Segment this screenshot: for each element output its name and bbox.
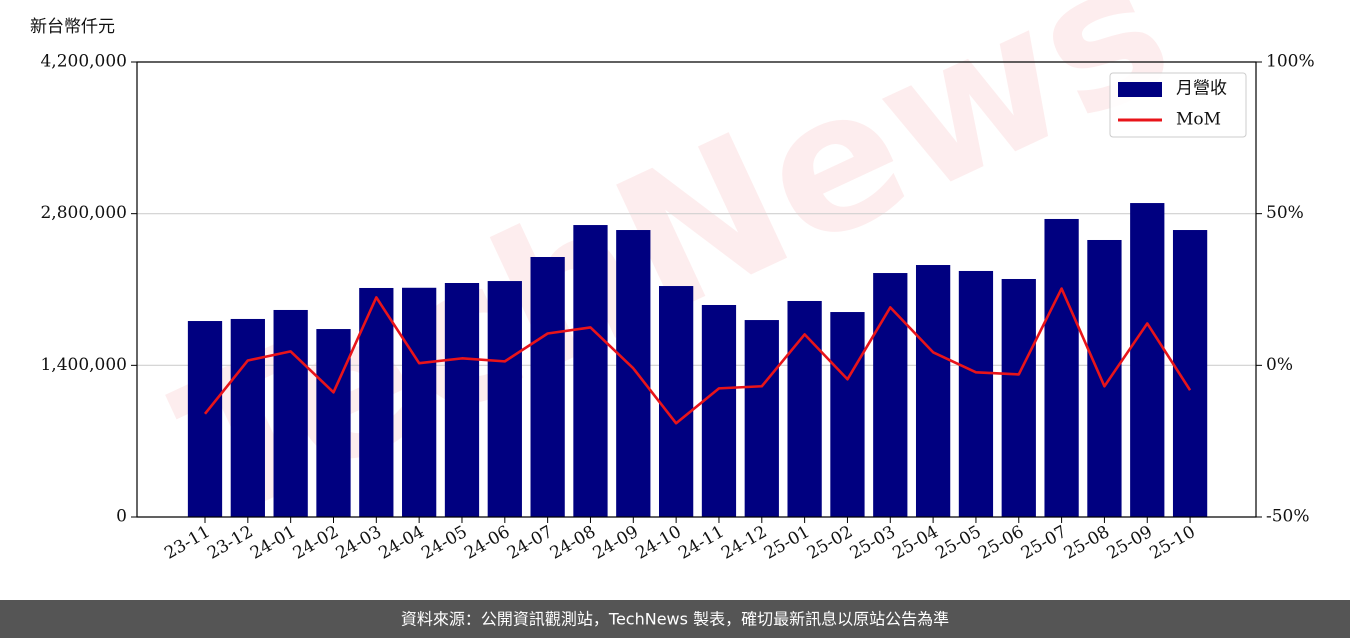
x-tick-label: 24-04 bbox=[375, 522, 427, 564]
bar bbox=[830, 312, 865, 517]
bar bbox=[744, 320, 779, 517]
bar bbox=[316, 329, 351, 517]
bar bbox=[187, 321, 223, 517]
legend-label: MoM bbox=[1176, 110, 1221, 130]
y-tick-label: 2,800,000 bbox=[40, 203, 127, 223]
bar bbox=[701, 304, 737, 517]
x-tick-label: 25-05 bbox=[932, 522, 984, 564]
x-tick-label: 24-11 bbox=[675, 522, 727, 564]
x-tick-label: 24-06 bbox=[461, 522, 513, 564]
y-axis-label: 新台幣仟元 bbox=[30, 17, 115, 37]
x-tick-label: 25-04 bbox=[889, 522, 941, 564]
x-tick-label: 23-11 bbox=[161, 522, 213, 564]
bar bbox=[658, 286, 694, 517]
footer-bar bbox=[0, 600, 1350, 638]
bar bbox=[616, 230, 651, 517]
bar bbox=[273, 309, 308, 517]
x-tick-label: 25-01 bbox=[761, 522, 813, 564]
y-tick-label: 1,400,000 bbox=[40, 355, 127, 375]
plot-frame bbox=[136, 61, 1257, 518]
x-tick-label: 25-10 bbox=[1146, 522, 1198, 564]
bar bbox=[787, 300, 822, 517]
x-tick-label: 24-10 bbox=[632, 522, 684, 564]
x-tick-label: 25-06 bbox=[975, 522, 1027, 564]
bar bbox=[915, 265, 951, 517]
y2-tick-label: -50% bbox=[1266, 507, 1310, 527]
bar bbox=[1001, 278, 1036, 517]
x-tick-label: 25-08 bbox=[1061, 522, 1113, 564]
x-tick-label: 24-08 bbox=[547, 522, 599, 564]
bar bbox=[530, 257, 565, 517]
x-tick-label: 25-07 bbox=[1018, 522, 1070, 564]
x-tick-label: 24-03 bbox=[333, 522, 385, 564]
bar bbox=[1087, 239, 1122, 517]
bar bbox=[573, 225, 608, 517]
x-tick-label: 24-12 bbox=[718, 522, 770, 564]
x-tick-label: 25-09 bbox=[1104, 522, 1156, 564]
legend-label: 月營收 bbox=[1176, 79, 1227, 99]
x-tick-label: 25-03 bbox=[847, 522, 899, 564]
y2-tick-label: 100% bbox=[1266, 52, 1315, 72]
footer: 資料來源：公開資訊觀測站，TechNews 製表，確切最新訊息以原站公告為準 bbox=[401, 610, 949, 629]
bar bbox=[359, 287, 394, 517]
x-tick-label: 25-02 bbox=[804, 522, 856, 564]
bar bbox=[873, 273, 908, 517]
x-tick-label: 24-05 bbox=[418, 522, 470, 564]
y-tick-label: 0 bbox=[116, 507, 127, 527]
bar bbox=[230, 318, 265, 517]
line bbox=[203, 287, 1192, 425]
y-tick-label: 4,200,000 bbox=[40, 52, 127, 72]
y2-tick-label: 50% bbox=[1266, 203, 1304, 223]
bar bbox=[1130, 203, 1165, 518]
bar bbox=[444, 283, 480, 517]
legend-swatch bbox=[1118, 82, 1162, 97]
x-tick-label: 24-09 bbox=[590, 522, 642, 564]
bar bbox=[1044, 218, 1079, 517]
bar bbox=[958, 270, 994, 517]
x-tick-label: 24-07 bbox=[504, 522, 556, 564]
y2-tick-label: 0% bbox=[1266, 355, 1293, 375]
bar bbox=[402, 287, 437, 517]
bar bbox=[487, 281, 522, 517]
